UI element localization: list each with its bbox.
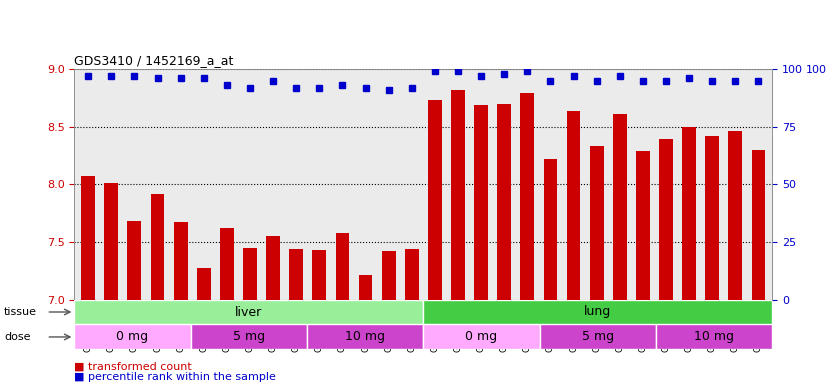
Bar xyxy=(613,114,627,300)
Bar xyxy=(729,131,743,300)
Text: liver: liver xyxy=(235,306,263,318)
Bar xyxy=(424,324,539,349)
Bar xyxy=(636,151,650,300)
Text: tissue: tissue xyxy=(4,307,37,317)
Bar xyxy=(497,104,511,300)
Text: 0 mg: 0 mg xyxy=(465,331,497,343)
Bar xyxy=(705,136,719,300)
Bar xyxy=(312,250,326,300)
Bar xyxy=(474,105,488,300)
Bar xyxy=(243,248,257,300)
Bar xyxy=(289,249,303,300)
Bar xyxy=(358,275,373,300)
Text: 10 mg: 10 mg xyxy=(694,331,734,343)
Bar xyxy=(428,100,442,300)
Bar xyxy=(127,221,141,300)
Bar xyxy=(752,150,766,300)
Bar xyxy=(590,146,604,300)
Bar xyxy=(567,111,581,300)
Text: ■ transformed count: ■ transformed count xyxy=(74,362,192,372)
Bar xyxy=(197,268,211,300)
Text: lung: lung xyxy=(584,306,611,318)
Y-axis label: 100%: 100% xyxy=(805,65,826,74)
Bar xyxy=(74,324,191,349)
Text: ■ percentile rank within the sample: ■ percentile rank within the sample xyxy=(74,372,276,382)
Text: 5 mg: 5 mg xyxy=(233,331,265,343)
Bar xyxy=(405,249,419,300)
Bar xyxy=(424,300,772,324)
Bar xyxy=(382,251,396,300)
Bar xyxy=(173,222,188,300)
Bar xyxy=(220,228,234,300)
Bar xyxy=(539,324,656,349)
Text: 0 mg: 0 mg xyxy=(116,331,149,343)
Bar xyxy=(74,300,424,324)
Text: 5 mg: 5 mg xyxy=(582,331,614,343)
Bar xyxy=(520,93,534,300)
Text: GDS3410 / 1452169_a_at: GDS3410 / 1452169_a_at xyxy=(74,53,234,66)
Text: dose: dose xyxy=(4,332,31,342)
Bar xyxy=(104,183,118,300)
Bar xyxy=(656,324,772,349)
Bar xyxy=(81,176,95,300)
Bar xyxy=(191,324,307,349)
Text: 10 mg: 10 mg xyxy=(345,331,385,343)
Bar xyxy=(307,324,424,349)
Bar xyxy=(335,233,349,300)
Bar xyxy=(451,90,465,300)
Bar xyxy=(659,139,673,300)
Bar xyxy=(544,159,558,300)
Bar xyxy=(150,194,164,300)
Bar xyxy=(682,127,696,300)
Bar xyxy=(266,236,280,300)
